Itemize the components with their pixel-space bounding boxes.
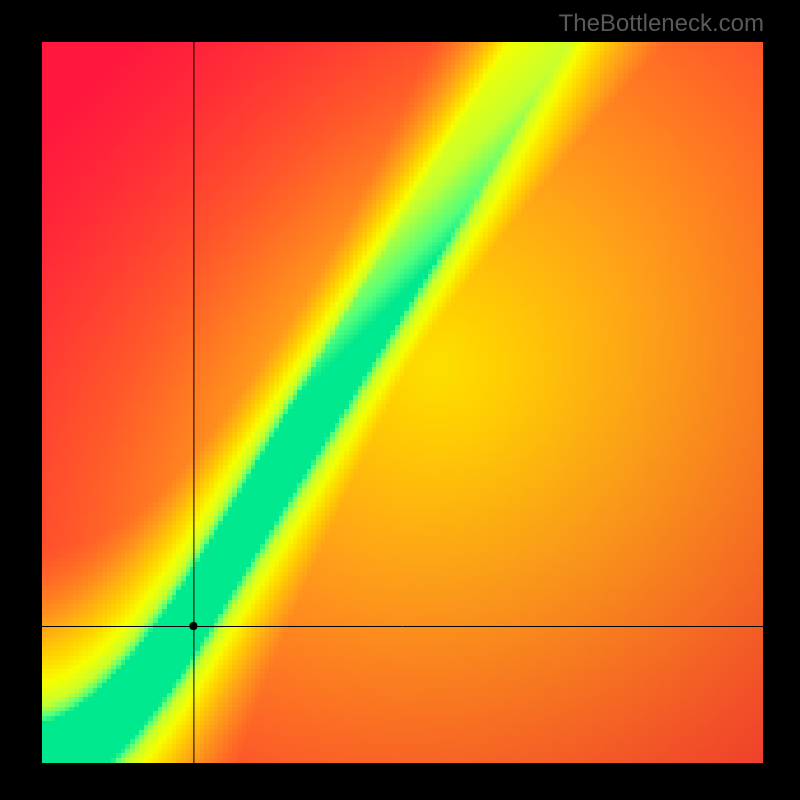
chart-container: TheBottleneck.com — [0, 0, 800, 800]
bottleneck-heatmap — [42, 42, 763, 763]
watermark-text: TheBottleneck.com — [559, 10, 764, 38]
